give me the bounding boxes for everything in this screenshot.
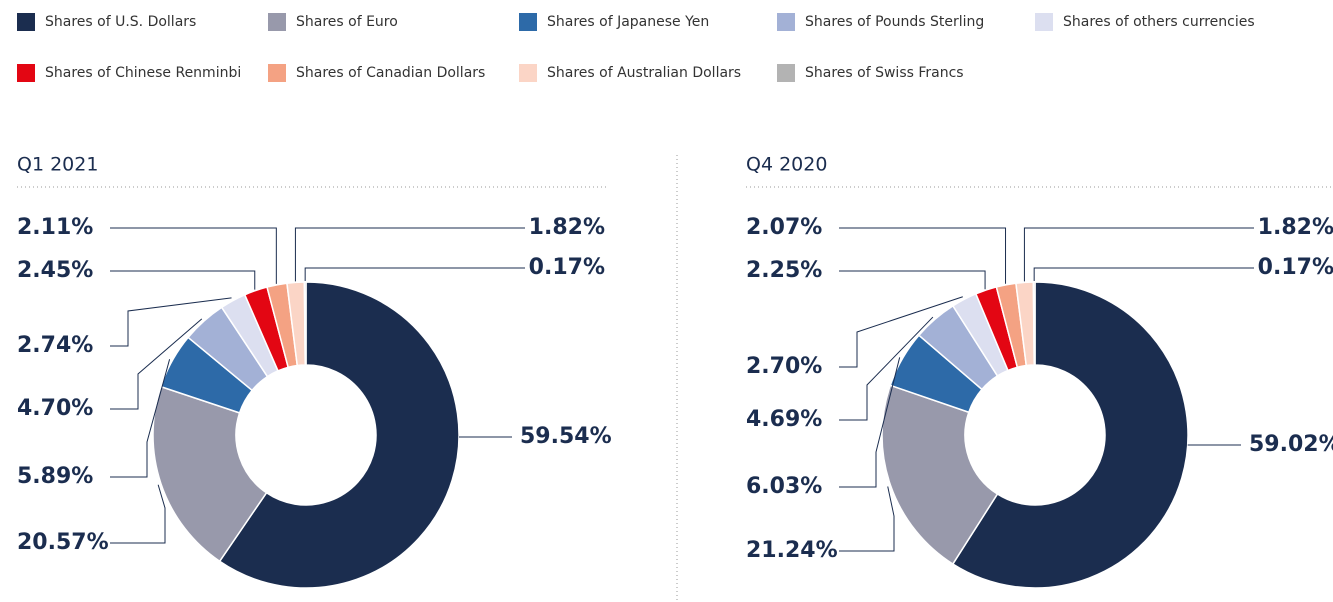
value-label: 4.70% bbox=[17, 396, 93, 421]
legend-label: Shares of others currencies bbox=[1063, 14, 1255, 30]
legend-label: Shares of Japanese Yen bbox=[547, 14, 709, 30]
value-label: 59.54% bbox=[520, 424, 612, 449]
donut-slice bbox=[218, 281, 460, 589]
leader-line bbox=[110, 484, 166, 544]
value-label: 2.25% bbox=[746, 258, 822, 283]
value-label: 2.07% bbox=[746, 215, 822, 240]
legend-swatch bbox=[777, 13, 795, 31]
legend-swatch bbox=[268, 64, 286, 82]
value-label: 1.82% bbox=[1258, 215, 1333, 240]
leader-line bbox=[839, 486, 895, 552]
legend-label: Shares of Australian Dollars bbox=[547, 65, 741, 81]
legend-swatch bbox=[268, 13, 286, 31]
legend-label: Shares of Euro bbox=[296, 14, 398, 30]
donut-slice bbox=[303, 281, 307, 366]
legend-swatch bbox=[17, 13, 35, 31]
leader-line bbox=[839, 357, 901, 488]
value-label: 5.89% bbox=[17, 464, 93, 489]
leader-line bbox=[839, 316, 934, 421]
leader-line bbox=[110, 297, 232, 347]
chart-title: Q1 2021 bbox=[17, 154, 98, 176]
donut-slice bbox=[152, 385, 268, 563]
leader-line bbox=[839, 270, 986, 290]
value-label: 21.24% bbox=[746, 538, 838, 563]
chart-title: Q4 2020 bbox=[746, 154, 827, 176]
legend-label: Shares of Canadian Dollars bbox=[296, 65, 485, 81]
value-label: 0.17% bbox=[1258, 255, 1333, 280]
value-label: 4.69% bbox=[746, 407, 822, 432]
leader-line bbox=[839, 296, 963, 368]
legend-swatch bbox=[17, 64, 35, 82]
legend-label: Shares of Pounds Sterling bbox=[805, 14, 984, 30]
legend-swatch bbox=[777, 64, 795, 82]
donut-slice bbox=[881, 384, 999, 566]
leader-line bbox=[1023, 227, 1254, 282]
value-label: 2.70% bbox=[746, 354, 822, 379]
value-label: 6.03% bbox=[746, 474, 822, 499]
value-label: 20.57% bbox=[17, 530, 109, 555]
legend-swatch bbox=[519, 64, 537, 82]
leader-line bbox=[304, 267, 525, 282]
donut-slice bbox=[1032, 281, 1036, 366]
legend-swatch bbox=[1035, 13, 1053, 31]
legend-swatch bbox=[519, 13, 537, 31]
value-label: 2.74% bbox=[17, 333, 93, 358]
leader-line bbox=[110, 318, 203, 410]
legend-label: Shares of Chinese Renminbi bbox=[45, 65, 241, 81]
leader-line bbox=[1033, 267, 1254, 282]
value-label: 2.11% bbox=[17, 215, 93, 240]
value-label: 59.02% bbox=[1249, 432, 1333, 457]
leader-line bbox=[294, 227, 525, 282]
leader-line bbox=[110, 270, 256, 290]
value-label: 2.45% bbox=[17, 258, 93, 283]
legend-label: Shares of U.S. Dollars bbox=[45, 14, 196, 30]
legend-label: Shares of Swiss Francs bbox=[805, 65, 964, 81]
leader-line bbox=[110, 359, 171, 478]
value-label: 1.82% bbox=[529, 215, 605, 240]
leader-line bbox=[110, 227, 277, 284]
value-label: 0.17% bbox=[529, 255, 605, 280]
donut-slice bbox=[951, 281, 1189, 589]
leader-line bbox=[839, 227, 1007, 284]
